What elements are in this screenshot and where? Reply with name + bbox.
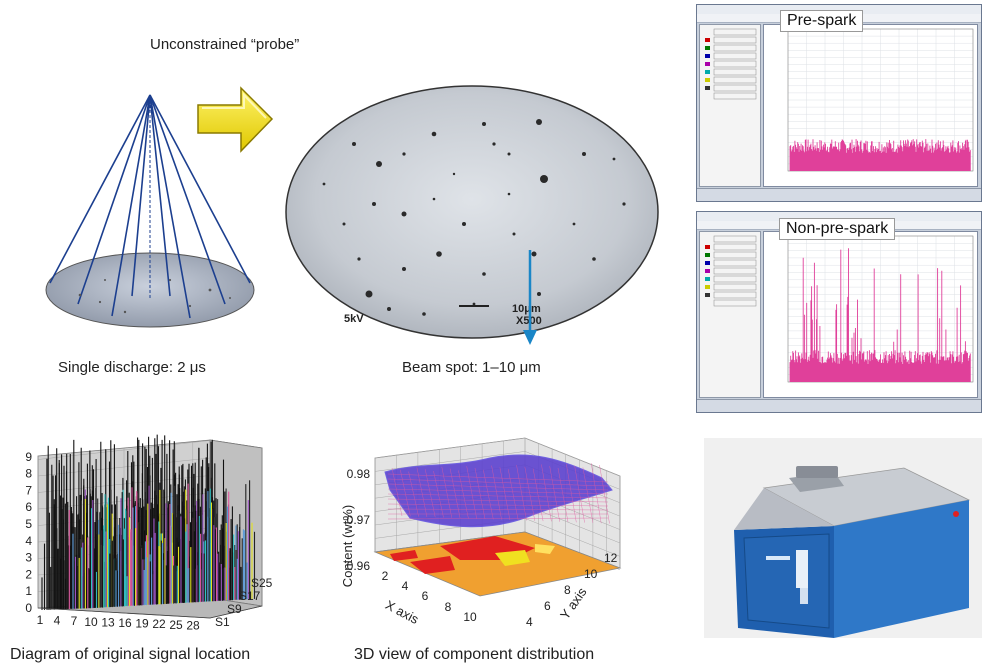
y-tick-label: 3 <box>25 551 32 565</box>
z-tick-label: S17 <box>239 589 261 603</box>
beam-label: Beam spot: 1–10 μm <box>402 359 541 376</box>
signal-caption: Diagram of original signal location <box>10 646 251 663</box>
x-tick-label: 7 <box>71 614 78 628</box>
non-pre-spark-plot <box>763 231 978 398</box>
z-axis-label: Content (wt%) <box>340 505 355 587</box>
x-tick-label: 2 <box>382 569 389 583</box>
x-tick-label: 1 <box>37 613 44 627</box>
y-tick-label: 8 <box>25 467 32 481</box>
beam-arrow-icon <box>523 250 537 345</box>
pre-spark-title: Pre-spark <box>780 10 864 32</box>
discharge-label: Single discharge: 2 μs <box>58 359 206 376</box>
y-tick-label: 9 <box>25 450 32 464</box>
probe-label: Unconstrained “probe” <box>150 36 300 53</box>
y-tick-label: 4 <box>526 615 533 629</box>
y-tick-label: 10 <box>584 567 598 581</box>
x-tick-label: 10 <box>463 610 477 624</box>
y-tick-label: 6 <box>25 500 32 514</box>
y-tick-label: 5 <box>25 517 32 531</box>
z-tick-label: S25 <box>251 576 273 590</box>
scale-text: 10μm <box>512 303 541 315</box>
element-list-panel-2 <box>699 231 761 398</box>
x-tick-label: 4 <box>54 614 61 628</box>
y-axis-label: Y axis <box>557 584 590 622</box>
x-tick-label: 19 <box>135 617 149 631</box>
non-pre-spark-title: Non-pre-spark <box>779 218 896 240</box>
pre-spark-window <box>696 4 982 202</box>
component-caption: 3D view of component distribution <box>354 646 595 663</box>
x-tick-label: 10 <box>84 615 98 629</box>
pre-spark-plot <box>763 24 978 187</box>
yellow-arrow-icon <box>197 86 274 153</box>
y-tick-label: 4 <box>25 534 32 548</box>
spectrum-trace <box>789 139 971 171</box>
z-tick-label: S9 <box>227 602 242 616</box>
kv-text: 5kV <box>344 313 364 325</box>
y-tick-label: 2 <box>25 567 32 581</box>
x-tick-label: 22 <box>152 617 166 631</box>
heatmap-patches <box>390 536 555 574</box>
y-tick-label: 12 <box>604 551 618 565</box>
floor-heatmap <box>373 531 622 597</box>
y-tick-label: 8 <box>564 583 571 597</box>
y-tick-label: 7 <box>25 483 32 497</box>
x-tick-label: 8 <box>445 600 452 614</box>
x-tick-label: 13 <box>101 615 115 629</box>
spectrum-trace <box>789 248 971 382</box>
x-axis-label: X axis <box>383 597 422 627</box>
y-tick-label: 1 <box>25 584 32 598</box>
z-tick-label: 0.97 <box>347 513 371 527</box>
z-tick-label: 0.96 <box>347 559 371 573</box>
y-tick-label: 0 <box>25 601 32 615</box>
x-tick-label: 25 <box>169 618 183 632</box>
z-tick-label: S1 <box>215 615 230 629</box>
z-tick-label: 0.98 <box>347 467 371 481</box>
x-tick-label: 6 <box>422 589 429 603</box>
x-tick-label: 28 <box>186 618 200 632</box>
non-pre-spark-window <box>696 211 982 413</box>
probe-cone-diagram <box>45 94 255 328</box>
instrument-photo <box>704 438 982 638</box>
y-tick-label: 6 <box>544 599 551 613</box>
x-tick-label: 4 <box>402 579 409 593</box>
micrograph-ellipse: 10μm X500 5kV <box>285 85 659 339</box>
element-list-panel <box>699 24 761 187</box>
x-tick-label: 16 <box>118 616 132 630</box>
